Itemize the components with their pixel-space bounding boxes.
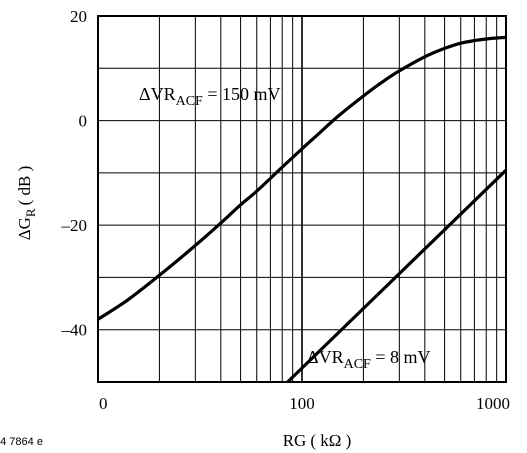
y-tick-label: –20 bbox=[61, 216, 88, 235]
series-label-suffix: = 8 mV bbox=[371, 347, 431, 367]
x-axis-title-main: RG bbox=[283, 431, 307, 450]
series-label-8mv: ΔVRACF = 8 mV bbox=[307, 347, 430, 372]
plot-frame bbox=[97, 15, 507, 383]
y-axis-title-main: ΔG bbox=[15, 217, 34, 240]
y-axis-title: ΔGR ( dB ) bbox=[15, 166, 38, 241]
x-axis-title: RG( kΩ ) bbox=[283, 431, 352, 450]
figure-code: 94 7864 e bbox=[0, 436, 43, 448]
series-label-150mv: ΔVRACF = 150 mV bbox=[139, 84, 280, 109]
x-axis-title-unit: ( kΩ ) bbox=[310, 431, 351, 450]
y-axis-title-subscript: R bbox=[23, 208, 38, 217]
series-line-0 bbox=[97, 35, 507, 321]
y-axis-title-unit: ( dB ) bbox=[15, 166, 34, 206]
series-label-subscript: ACF bbox=[176, 94, 203, 109]
series-lines bbox=[97, 35, 508, 384]
series-label-subscript: ACF bbox=[344, 357, 371, 372]
y-tick-label: 0 bbox=[79, 112, 88, 131]
y-axis-ticks: 20 0 –20 –40 bbox=[61, 7, 88, 340]
y-tick-label: 20 bbox=[70, 7, 87, 26]
series-label-prefix: ΔVR bbox=[139, 84, 176, 104]
series-label-prefix: ΔVR bbox=[307, 347, 344, 367]
series-label-suffix: = 150 mV bbox=[203, 84, 281, 104]
x-tick-label: 1000 bbox=[476, 394, 510, 413]
x-tick-label: 0 bbox=[99, 394, 108, 413]
x-axis-ticks: 0 100 1000 bbox=[99, 394, 510, 413]
x-tick-label: 100 bbox=[289, 394, 315, 413]
y-tick-label: –40 bbox=[61, 321, 88, 340]
series-line-1 bbox=[286, 169, 508, 384]
grid bbox=[98, 16, 506, 382]
